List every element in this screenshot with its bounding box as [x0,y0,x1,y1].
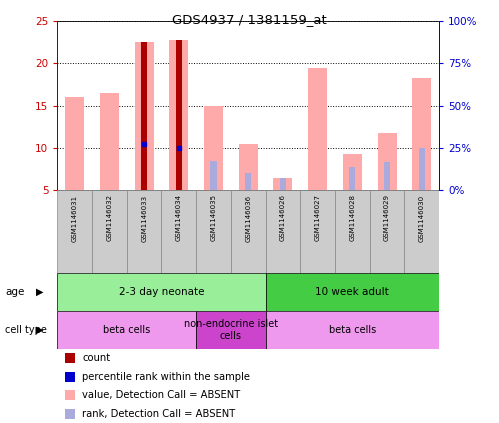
Bar [65,353,74,363]
Text: GSM1146036: GSM1146036 [245,195,251,242]
Bar [57,273,265,311]
Text: GSM1146030: GSM1146030 [419,195,425,242]
Bar [57,311,196,349]
Bar [92,190,127,273]
Bar [404,190,439,273]
Bar [65,409,74,419]
Text: beta cells: beta cells [103,325,150,335]
Bar [57,190,92,273]
Text: GSM1146033: GSM1146033 [141,195,147,242]
Text: GSM1146034: GSM1146034 [176,195,182,242]
Text: non-endocrine islet
cells: non-endocrine islet cells [184,319,278,341]
Bar [273,178,292,190]
Bar [196,311,265,349]
Bar [162,190,196,273]
Text: cell type: cell type [5,325,47,335]
Text: ▶: ▶ [36,325,43,335]
Bar [100,93,119,190]
Text: percentile rank within the sample: percentile rank within the sample [82,372,250,382]
Text: age: age [5,287,24,297]
Text: 2-3 day neonate: 2-3 day neonate [119,287,204,297]
Bar [204,106,223,190]
Bar [196,190,231,273]
Bar [211,161,217,190]
Text: GDS4937 / 1381159_at: GDS4937 / 1381159_at [172,13,327,26]
Bar [65,372,74,382]
Text: GSM1146031: GSM1146031 [72,195,78,242]
Bar [343,154,362,190]
Bar [127,190,162,273]
Text: GSM1146028: GSM1146028 [349,195,355,242]
Text: ▶: ▶ [36,287,43,297]
Bar [265,190,300,273]
Bar [412,78,431,190]
Bar [378,133,397,190]
Text: GSM1146035: GSM1146035 [211,195,217,242]
Bar [65,97,84,190]
Bar [231,190,265,273]
Bar [141,42,147,190]
Bar [335,190,370,273]
Bar [419,148,425,190]
Text: GSM1146027: GSM1146027 [315,195,321,242]
Bar [300,190,335,273]
Bar [176,40,182,190]
Text: GSM1146026: GSM1146026 [280,195,286,242]
Text: beta cells: beta cells [329,325,376,335]
Bar [65,390,74,400]
Bar [349,167,355,190]
Text: GSM1146032: GSM1146032 [106,195,112,242]
Text: rank, Detection Call = ABSENT: rank, Detection Call = ABSENT [82,409,236,419]
Text: GSM1146029: GSM1146029 [384,195,390,242]
Text: value, Detection Call = ABSENT: value, Detection Call = ABSENT [82,390,241,400]
Bar [308,68,327,190]
Bar [265,273,439,311]
Bar [280,178,286,190]
Text: 10 week adult: 10 week adult [315,287,389,297]
Bar [370,190,404,273]
Bar [169,40,189,190]
Bar [239,144,258,190]
Bar [384,162,390,190]
Text: count: count [82,353,110,363]
Bar [135,42,154,190]
Bar [265,311,439,349]
Bar [245,173,251,190]
